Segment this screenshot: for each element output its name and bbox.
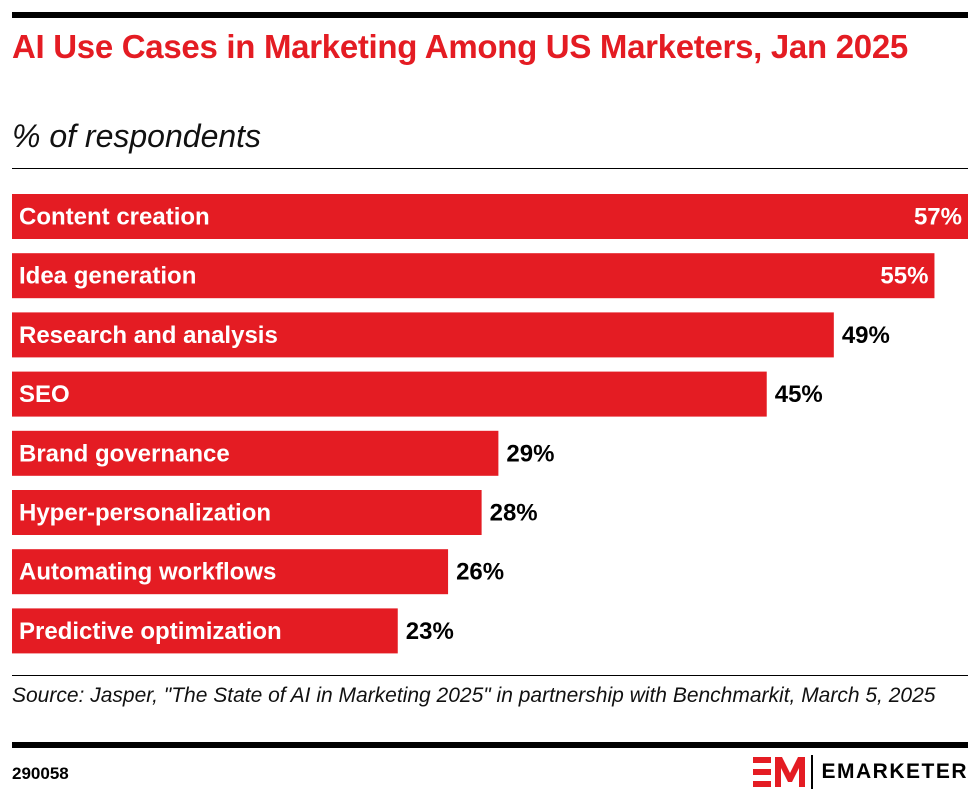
bar [12,430,499,476]
value-label: 29% [506,440,554,467]
bar [12,371,767,417]
top-rule [12,12,968,18]
header-rule [12,168,968,169]
chart-title: AI Use Cases in Marketing Among US Marke… [12,28,908,65]
value-label: 57% [914,204,962,231]
value-label: 49% [842,322,890,349]
logo-divider [811,755,814,789]
category-label: Brand governance [19,440,230,467]
category-label: SEO [19,381,70,408]
emarketer-logo: EMARKETER [753,754,968,790]
chart-subtitle: % of respondents [12,118,262,154]
value-label: 55% [880,263,928,290]
source-rule [12,675,968,676]
bar-chart: Content creation 57% Idea generation 55% Res… [12,194,968,654]
category-label: Hyper-personalization [19,500,271,527]
chart-id: 290058 [12,764,69,783]
brand-name: EMARKETER [821,760,968,783]
em-logo-icon [753,757,806,787]
bar [12,608,398,654]
value-label: 23% [406,618,454,645]
source-note: Source: Jasper, "The State of AI in Mark… [12,684,936,707]
bar [12,253,935,299]
value-label: 26% [456,559,504,586]
value-label: 28% [490,500,538,527]
category-label: Idea generation [19,263,196,290]
bar [12,194,968,239]
category-label: Predictive optimization [19,618,282,645]
bottom-rule [12,742,968,748]
category-label: Research and analysis [19,322,278,349]
bar [12,490,482,535]
bar [12,549,449,595]
value-label: 45% [775,381,823,408]
category-label: Automating workflows [19,559,276,586]
category-label: Content creation [19,204,210,231]
bar [12,312,834,358]
